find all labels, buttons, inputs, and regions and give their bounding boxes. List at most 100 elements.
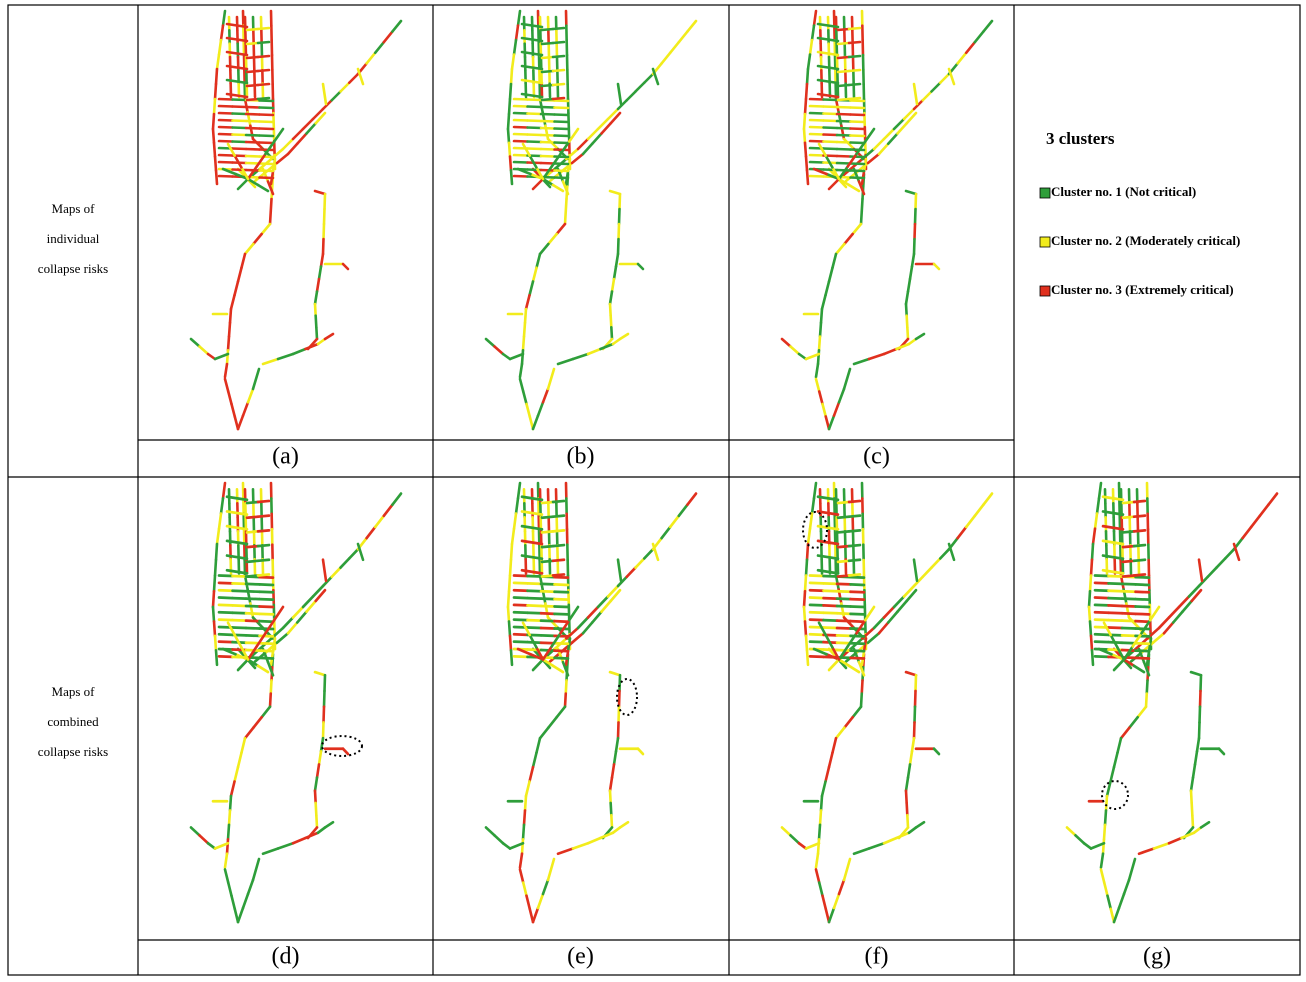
pipe-segment	[258, 28, 269, 29]
pipe-segment	[821, 309, 822, 323]
pipe-segment	[530, 282, 534, 296]
pipe-segment	[258, 56, 269, 57]
pipe-segment	[679, 505, 688, 516]
pipe-segment	[1123, 517, 1134, 518]
pipe-segment	[844, 139, 854, 149]
pipe-segment	[238, 908, 243, 922]
pipe-segment	[219, 605, 233, 606]
pipe-segment	[854, 849, 869, 854]
pipe-segment	[829, 660, 839, 671]
pipe-segment	[907, 803, 908, 815]
pipe-segment	[260, 150, 274, 151]
pipe-segment	[246, 149, 260, 150]
pipe-segment	[555, 592, 569, 593]
pipe-segment	[1122, 591, 1136, 592]
network-map	[782, 11, 992, 429]
pipe-segment	[213, 607, 214, 621]
pipe-segment	[221, 26, 223, 41]
pipe-segment	[823, 896, 826, 909]
pipe-segment	[824, 128, 838, 129]
pipe-segment	[283, 139, 293, 149]
pipe-segment	[810, 127, 824, 128]
pipe-segment	[332, 92, 341, 101]
pipe-segment	[578, 618, 588, 629]
pipe-segment	[271, 681, 272, 694]
pipe-segment	[260, 658, 274, 659]
pipe-segment	[260, 651, 274, 652]
pipe-segment	[219, 634, 233, 635]
pipe-segment	[523, 883, 526, 896]
pipe-segment	[510, 157, 511, 171]
pipe-segment	[804, 591, 805, 607]
pipe-segment	[219, 642, 233, 643]
pipe-segment	[219, 176, 233, 177]
pipe-segment	[851, 157, 865, 158]
pipe-segment	[837, 107, 851, 108]
legend-swatch	[1040, 237, 1050, 247]
pipe-segment	[528, 620, 542, 621]
pipe-segment	[851, 150, 865, 151]
pipe-segment	[324, 691, 325, 707]
pipe-segment	[1164, 622, 1173, 633]
pipe-segment	[246, 142, 260, 143]
pipe-segment	[573, 354, 588, 359]
pipe-segment	[516, 498, 518, 513]
pipe-segment	[1114, 660, 1124, 671]
pipe-segment	[324, 209, 325, 224]
pipe-segment	[1129, 717, 1137, 728]
pipe-segment	[316, 815, 317, 827]
pipe-segment	[849, 185, 859, 191]
pipe-segment	[486, 828, 495, 836]
pipe-segment	[619, 224, 620, 239]
pipe-segment	[213, 129, 214, 143]
pipe-segment	[553, 530, 564, 531]
pipe-segment	[566, 199, 567, 212]
pipe-segment	[611, 316, 612, 328]
pipe-segment	[932, 83, 941, 92]
pipe-segment	[509, 621, 510, 635]
pipe-segment	[527, 404, 530, 417]
pipe-segment	[514, 176, 528, 177]
pipe-segment	[233, 114, 247, 115]
pipe-segment	[253, 717, 261, 728]
pipe-segment	[851, 136, 865, 137]
pipe-segment	[837, 635, 851, 636]
pipe-segment	[293, 349, 306, 354]
pipe-segment	[614, 267, 616, 280]
pipe-segment	[837, 135, 851, 136]
pipe-segment	[916, 194, 917, 209]
pipe-segment	[914, 560, 917, 581]
pipe-segment	[508, 607, 509, 621]
pipe-segment	[553, 70, 564, 71]
pipe-segment	[851, 178, 865, 179]
pipe-segment	[808, 55, 810, 70]
pipe-segment	[325, 675, 326, 691]
pipe-segment	[879, 622, 888, 633]
pipe-segment	[644, 549, 653, 558]
pipe-segment	[1091, 560, 1092, 576]
pipe-segment	[540, 244, 548, 254]
pipe-segment	[553, 501, 564, 502]
pipe-segment	[934, 749, 939, 754]
pipe-segment	[274, 607, 283, 620]
pipe-segment	[819, 825, 820, 839]
pipe-segment	[258, 516, 269, 517]
pipe-segment	[543, 389, 548, 402]
pipe-segment	[525, 309, 526, 323]
pipe-segment	[975, 32, 984, 43]
pipe-segment	[583, 622, 592, 633]
pipe-segment	[518, 11, 520, 26]
pipe-segment	[837, 142, 851, 143]
pipe-segment	[553, 42, 564, 43]
pipe-segment	[578, 139, 588, 149]
pipe-segment	[1095, 576, 1109, 577]
pipe-segment	[865, 129, 874, 142]
pipe-segment	[1199, 723, 1200, 739]
pipe-segment	[851, 621, 865, 622]
pipe-segment	[553, 666, 563, 672]
pipe-segment	[514, 162, 528, 163]
pipe-segment	[555, 621, 569, 622]
pipe-segment	[247, 85, 258, 86]
pipe-segment	[565, 694, 566, 707]
pipe-segment	[260, 592, 274, 593]
